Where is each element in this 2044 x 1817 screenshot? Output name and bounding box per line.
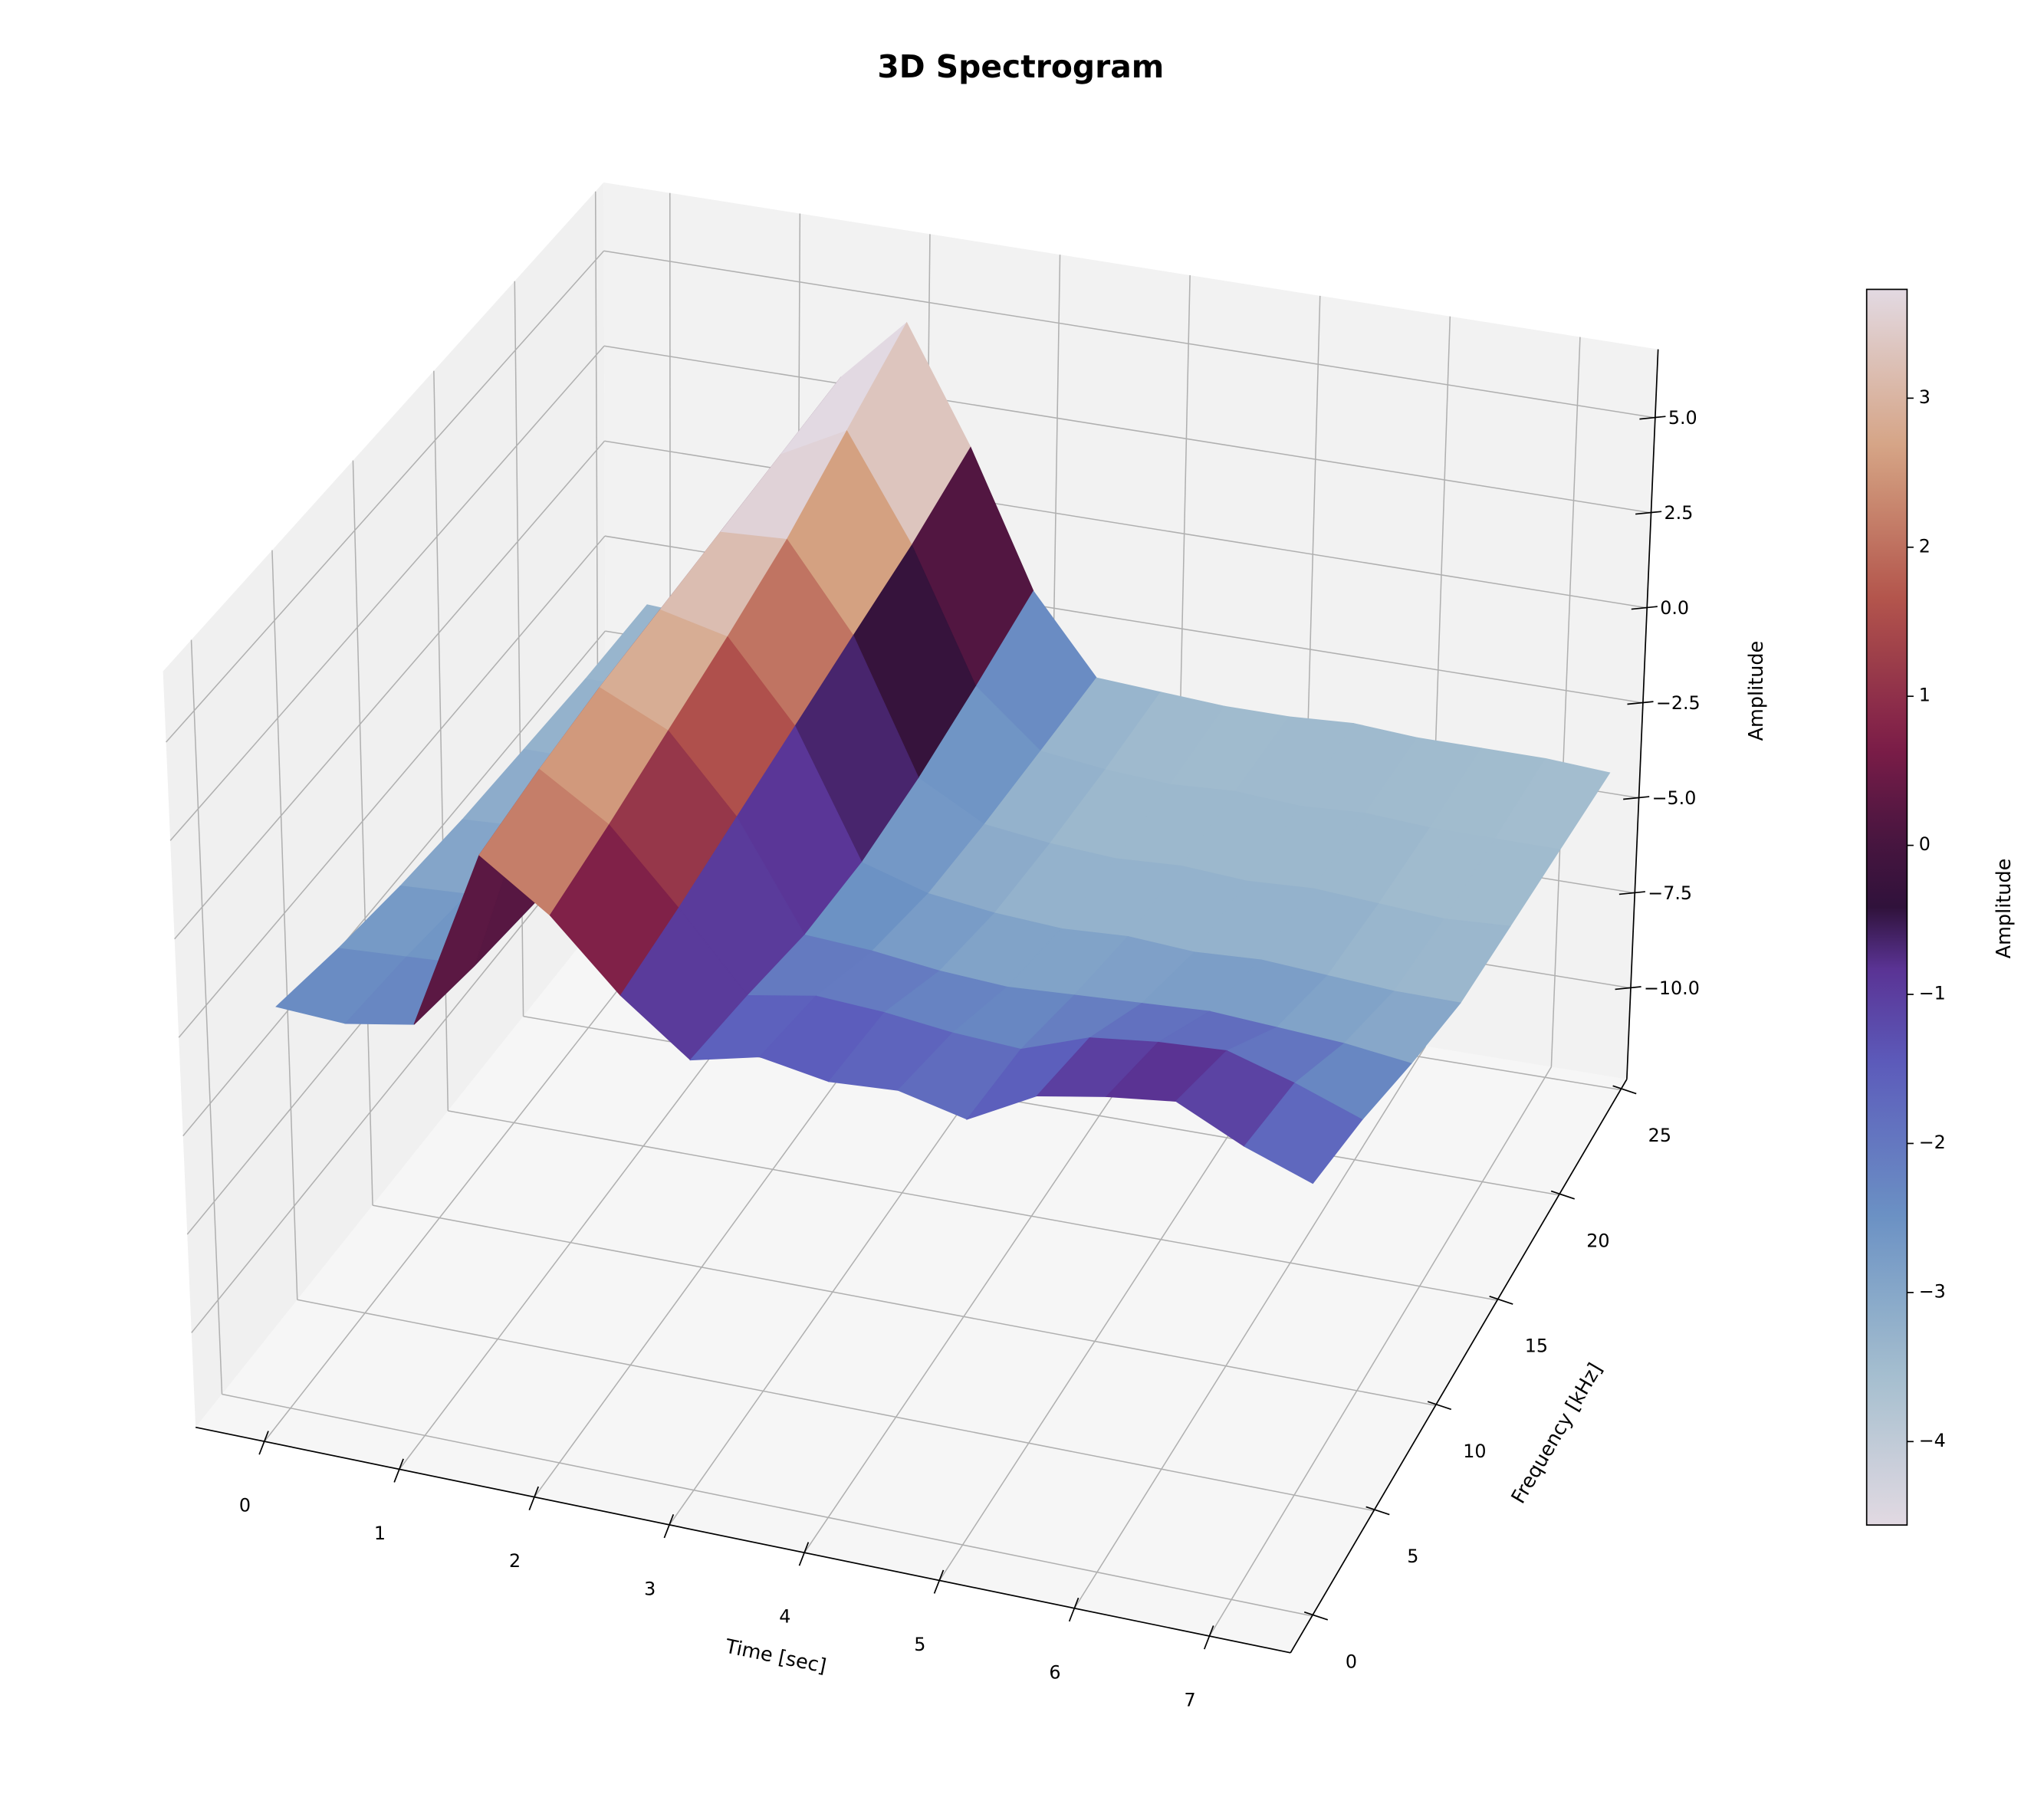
- z-axis-line: [1626, 349, 1659, 1079]
- x-tick-label: 3: [644, 1578, 656, 1599]
- y-tick-label: 15: [1525, 1336, 1548, 1357]
- z-tick: [1631, 606, 1658, 610]
- grid-line: [178, 535, 606, 1038]
- colorbar-tick-label: 0: [1919, 833, 1931, 855]
- grid-line: [603, 345, 1651, 514]
- x-tick: [258, 1431, 269, 1455]
- x-tick-label: 7: [1185, 1690, 1196, 1711]
- colorbar-tick-label: 1: [1919, 685, 1931, 706]
- colorbar-tick-label: 3: [1919, 386, 1931, 408]
- x-tick: [1203, 1625, 1214, 1650]
- y-tick: [1365, 1506, 1390, 1516]
- x-tick: [933, 1569, 945, 1594]
- x-tick: [393, 1458, 404, 1483]
- z-tick: [1627, 701, 1654, 705]
- x-tick: [663, 1514, 675, 1539]
- x-tick-label: 5: [914, 1634, 925, 1655]
- x-axis-line: [195, 1426, 1291, 1654]
- x-tick: [798, 1542, 810, 1566]
- colorbar-label: Amplitude: [1993, 859, 2016, 959]
- y-axis-line: [1290, 1079, 1628, 1654]
- colorbar-tick-label: −3: [1919, 1280, 1946, 1302]
- y-tick-label: 0: [1346, 1651, 1357, 1672]
- z-tick: [1615, 986, 1641, 991]
- y-tick: [1550, 1190, 1576, 1200]
- z-tick: [1623, 796, 1650, 800]
- x-tick-label: 4: [779, 1606, 790, 1628]
- y-tick-label: 20: [1586, 1230, 1609, 1251]
- z-tick-label: 0.0: [1660, 597, 1689, 619]
- grid-line: [603, 250, 1655, 419]
- grid-line: [166, 250, 605, 743]
- x-axis-label: Time [sec]: [723, 1635, 829, 1677]
- left-pane: [163, 182, 606, 1428]
- colorbar: [1865, 288, 1908, 1526]
- x-tick-label: 0: [239, 1495, 251, 1516]
- x-tick: [528, 1486, 539, 1510]
- grid-line: [222, 1393, 1313, 1617]
- grid-line: [169, 345, 605, 841]
- z-tick-label: 2.5: [1664, 502, 1694, 524]
- grid-line: [174, 440, 606, 940]
- y-axis-label: Frequency [kHz]: [1507, 1359, 1608, 1508]
- z-tick-label: −10.0: [1644, 978, 1700, 999]
- grid-line: [182, 630, 606, 1137]
- x-tick-label: 1: [374, 1523, 386, 1544]
- x-tick-label: 6: [1049, 1661, 1060, 1683]
- grid-line: [264, 922, 671, 1442]
- z-tick-label: −2.5: [1656, 692, 1701, 714]
- colorbar-tick-label: −4: [1919, 1430, 1946, 1451]
- grid-line: [352, 460, 373, 1206]
- y-tick: [1489, 1296, 1513, 1305]
- y-tick-label: 10: [1463, 1441, 1486, 1462]
- z-tick-label: 5.0: [1668, 407, 1697, 429]
- grid-line: [191, 820, 606, 1333]
- grid-line: [448, 1110, 1497, 1301]
- grid-line: [271, 550, 298, 1300]
- z-tick: [1639, 416, 1666, 420]
- z-tick-label: −7.5: [1648, 882, 1692, 904]
- grid-line: [1073, 1046, 1426, 1609]
- y-tick: [1427, 1401, 1452, 1411]
- grid-line: [1550, 337, 1581, 1067]
- grid-line: [190, 639, 223, 1395]
- colorbar-tick-label: −1: [1919, 983, 1946, 1004]
- x-tick: [1068, 1597, 1080, 1622]
- chart-title: 3D Spectrogram: [877, 48, 1164, 85]
- colorbar-tick-label: 2: [1919, 535, 1931, 557]
- z-tick: [1635, 511, 1662, 515]
- y-tick: [1303, 1611, 1329, 1621]
- surface-cell: [1244, 1083, 1363, 1184]
- z-tick: [1618, 891, 1645, 895]
- colorbar-tick-label: −2: [1919, 1132, 1946, 1153]
- grid-line: [1208, 1066, 1553, 1637]
- z-tick-label: −5.0: [1652, 787, 1697, 809]
- grid-line: [372, 1204, 1436, 1406]
- y-tick: [1612, 1085, 1637, 1095]
- y-tick-label: 25: [1648, 1125, 1671, 1146]
- x-tick-label: 2: [509, 1550, 521, 1572]
- y-tick-label: 5: [1407, 1546, 1418, 1567]
- z-axis-label: Amplitude: [1745, 641, 1768, 741]
- grid-line: [297, 1299, 1375, 1512]
